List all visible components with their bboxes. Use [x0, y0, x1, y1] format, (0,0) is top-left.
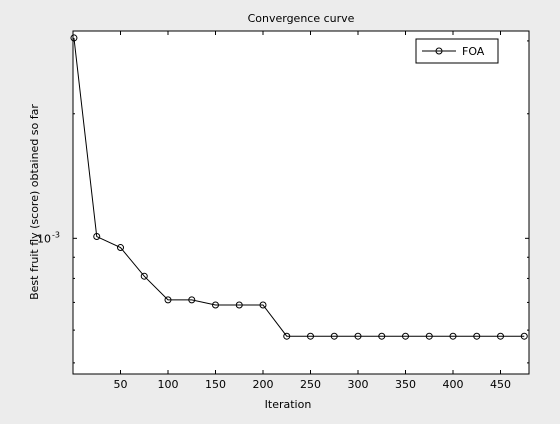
x-tick-label: 400 [443, 378, 464, 391]
data-point [283, 332, 291, 340]
data-point [378, 332, 386, 340]
plot-area [72, 30, 530, 375]
data-point [212, 301, 219, 309]
data-point [425, 332, 433, 340]
y-tick-label: 10 [37, 232, 51, 245]
x-tick-label: 200 [253, 378, 274, 391]
data-point [330, 332, 338, 340]
x-tick-label: 100 [158, 378, 179, 391]
data-point [70, 34, 78, 42]
data-point [402, 332, 409, 340]
series-layer [70, 34, 528, 340]
data-point [188, 296, 196, 304]
y-axis-label: Best fruit fly (score) obtained so far [28, 104, 41, 300]
data-point [235, 301, 243, 309]
data-point [140, 272, 148, 280]
data-point [93, 233, 101, 241]
legend-marker-sample [435, 47, 443, 55]
x-tick-label: 50 [114, 378, 128, 391]
y-axis-ticks: 10 -3 [37, 40, 529, 364]
data-point [473, 332, 481, 340]
data-point [117, 244, 124, 252]
data-point [164, 296, 172, 304]
data-point [259, 301, 267, 309]
legend-label-foa: FOA [462, 45, 485, 58]
data-point [497, 332, 504, 340]
legend: FOA [415, 38, 499, 64]
data-point [354, 332, 362, 340]
x-axis-label: Iteration [265, 398, 312, 411]
x-tick-label: 150 [205, 378, 226, 391]
x-axis-ticks: 50 100 150 200 250 300 350 400 450 [114, 31, 511, 391]
data-point [449, 332, 457, 340]
x-tick-label: 350 [395, 378, 416, 391]
x-tick-label: 450 [490, 378, 511, 391]
x-tick-label: 300 [348, 378, 369, 391]
chart-title: Convergence curve [248, 12, 355, 25]
series-line-foa [73, 37, 525, 337]
data-point [307, 332, 314, 340]
x-tick-label: 250 [300, 378, 321, 391]
y-tick-label-exponent: -3 [52, 230, 60, 239]
data-point [520, 332, 528, 340]
